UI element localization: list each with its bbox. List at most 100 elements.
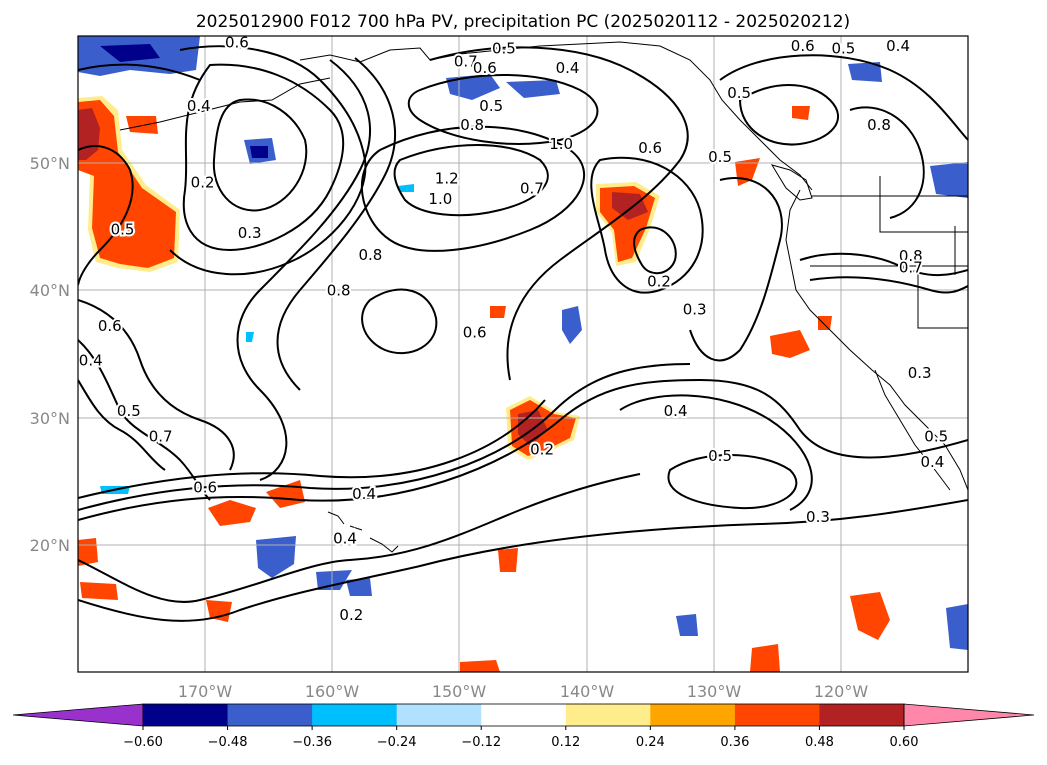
contour-label: 0.2 <box>339 606 363 624</box>
colorbar-frame <box>142 703 905 727</box>
precip-positive-area <box>498 548 518 572</box>
contour-label: 0.4 <box>79 351 103 369</box>
contour-label: 0.6 <box>473 59 497 77</box>
x-tick-label: 160°W <box>305 682 360 701</box>
pv-contour <box>182 63 345 252</box>
contour-label: 0.2 <box>191 173 215 191</box>
colorbar-tick-label: 0.48 <box>805 735 834 750</box>
contour-label: 0.5 <box>708 148 732 166</box>
contour-label: 0.6 <box>193 479 217 497</box>
contour-label: 0.5 <box>727 84 751 102</box>
colorbar-tick-label: −0.36 <box>292 735 332 750</box>
pv-contours <box>78 45 968 622</box>
contour-label: 0.4 <box>920 453 944 471</box>
precip-negative-area <box>930 162 968 198</box>
colorbar-segment <box>565 704 651 726</box>
pv-contour <box>361 288 438 355</box>
coastline-alaska <box>299 41 813 191</box>
precip-negative-area <box>676 614 698 636</box>
colorbar-segment <box>481 704 567 726</box>
map-area: 0.60.40.20.30.50.60.40.50.70.6 0.40.40.20… <box>78 36 968 672</box>
colorbar-segment <box>650 704 736 726</box>
coastline-aleutians <box>119 77 331 131</box>
precip-positive-area <box>208 500 256 526</box>
pv-contour <box>78 145 134 286</box>
y-tick-label: 50°N <box>30 154 70 173</box>
contour-label: 0.5 <box>111 220 135 238</box>
pv-contour <box>667 454 798 510</box>
precip-negative-area <box>848 62 882 82</box>
precip-positive-area <box>490 306 506 318</box>
contour-label: 0.6 <box>98 317 122 335</box>
pv-contour <box>78 363 691 511</box>
precip-positive-area <box>126 116 158 134</box>
pv-contour <box>78 379 166 471</box>
pv-contour <box>78 499 968 622</box>
contour-label: 0.8 <box>358 246 382 264</box>
chart-title: 2025012900 F012 700 hPa PV, precipitatio… <box>196 12 850 32</box>
coastline-baja <box>874 369 951 491</box>
coastlines <box>119 41 968 553</box>
precip-positive-area <box>850 592 890 640</box>
contour-label: 0.7 <box>899 259 923 277</box>
contour-label: 1.0 <box>549 135 573 153</box>
contour-label: 0.8 <box>327 281 351 299</box>
pv-contour <box>799 252 968 277</box>
contour-label: 0.5 <box>117 402 141 420</box>
colorbar-segment <box>143 704 229 726</box>
y-tick-label: 30°N <box>30 409 70 428</box>
contour-label: 1.2 <box>435 169 459 187</box>
pv-contour <box>849 106 925 219</box>
contour-label: 0.5 <box>831 40 855 58</box>
precip-negative-area <box>346 578 372 596</box>
precip-positive-area <box>770 330 810 358</box>
contour-label: 0.8 <box>867 116 891 134</box>
pv-contour <box>78 473 641 603</box>
contour-label: 0.7 <box>454 52 478 70</box>
coastline-north-america-west <box>785 189 968 491</box>
pv-contour <box>78 299 235 471</box>
contour-label: 0.4 <box>556 59 580 77</box>
pv-contour <box>360 125 586 252</box>
precip-negative-area <box>100 44 160 62</box>
precip-negative-area <box>256 536 296 578</box>
contour-label: 0.3 <box>908 364 932 382</box>
precip-negative-area <box>246 332 254 342</box>
contour-label: 0.7 <box>520 180 544 198</box>
colorbar-segment <box>819 704 905 726</box>
colorbar-tick-label: −0.12 <box>461 735 501 750</box>
contour-label: 0.6 <box>791 37 815 55</box>
contour-label: 0.5 <box>492 40 516 58</box>
pv-contour <box>809 276 968 294</box>
contour-label: 0.6 <box>463 323 487 341</box>
contour-label: 0.4 <box>333 529 357 547</box>
colorbar-tick-label: 0.60 <box>890 735 919 750</box>
colorbar-segment <box>734 704 820 726</box>
contour-label: 0.8 <box>460 116 484 134</box>
contour-label: 0.5 <box>708 447 732 465</box>
pv-contour <box>738 84 840 146</box>
border-states <box>810 176 968 329</box>
colorbar-segment <box>312 704 398 726</box>
pv-contour <box>78 399 546 499</box>
precip-negative-area <box>946 604 968 650</box>
precip-negative-area <box>250 146 268 158</box>
precip-positive-area <box>612 192 648 220</box>
contour-label: 0.5 <box>479 97 503 115</box>
hawaii-islands <box>327 511 399 553</box>
pv-contour <box>429 46 689 381</box>
colorbar-tick-label: 0.12 <box>551 735 580 750</box>
pv-contour <box>407 74 599 145</box>
pv-contour <box>393 144 549 217</box>
map-frame <box>77 35 969 673</box>
y-tick-label: 40°N <box>30 281 70 300</box>
precip-positive-area <box>78 100 176 268</box>
contour-label: 0.4 <box>886 37 910 55</box>
colorbar-segment <box>227 704 313 726</box>
contour-label: 0.4 <box>352 485 376 503</box>
colorbar-over-extension <box>903 703 1035 727</box>
pv-contour <box>78 378 968 521</box>
pv-contour <box>212 98 308 212</box>
contour-label: 0.4 <box>187 97 211 115</box>
contour-label: 0.2 <box>530 440 554 458</box>
